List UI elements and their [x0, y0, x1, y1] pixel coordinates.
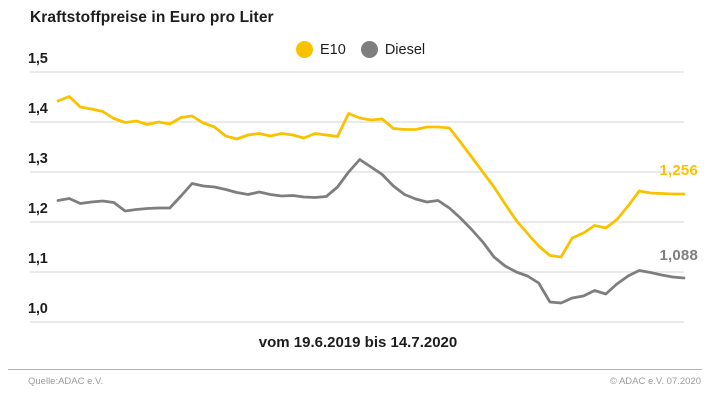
y-tick-label: 1,5 — [28, 51, 48, 67]
source-credit: Quelle:ADAC e.V. — [28, 376, 104, 387]
y-tick-label: 1,2 — [28, 201, 48, 217]
diesel-legend-dot-icon — [360, 41, 378, 58]
legend-label-e10: E10 — [320, 41, 346, 58]
e10-price-line — [56, 95, 686, 259]
copyright-notice: © ADAC e.V. 07.2020 — [609, 376, 701, 387]
legend-label-diesel: Diesel — [384, 41, 426, 58]
e10-legend-dot-icon — [296, 41, 313, 58]
y-tick-label: 1,1 — [28, 251, 48, 267]
y-tick-label: 1,4 — [28, 101, 48, 117]
legend: E10 Diesel — [296, 41, 433, 58]
diesel-price-line — [56, 158, 686, 305]
y-tick-label: 1,3 — [28, 151, 48, 167]
chart-title: Kraftstoffpreise in Euro pro Liter — [30, 9, 274, 26]
date-range-caption: vom 19.6.2019 bis 14.7.2020 — [258, 334, 458, 351]
y-tick-label: 1,0 — [28, 301, 48, 317]
diesel-end-value-label: 1,088 — [659, 247, 698, 264]
footer-divider — [8, 369, 702, 370]
e10-end-value-label: 1,256 — [659, 162, 698, 179]
